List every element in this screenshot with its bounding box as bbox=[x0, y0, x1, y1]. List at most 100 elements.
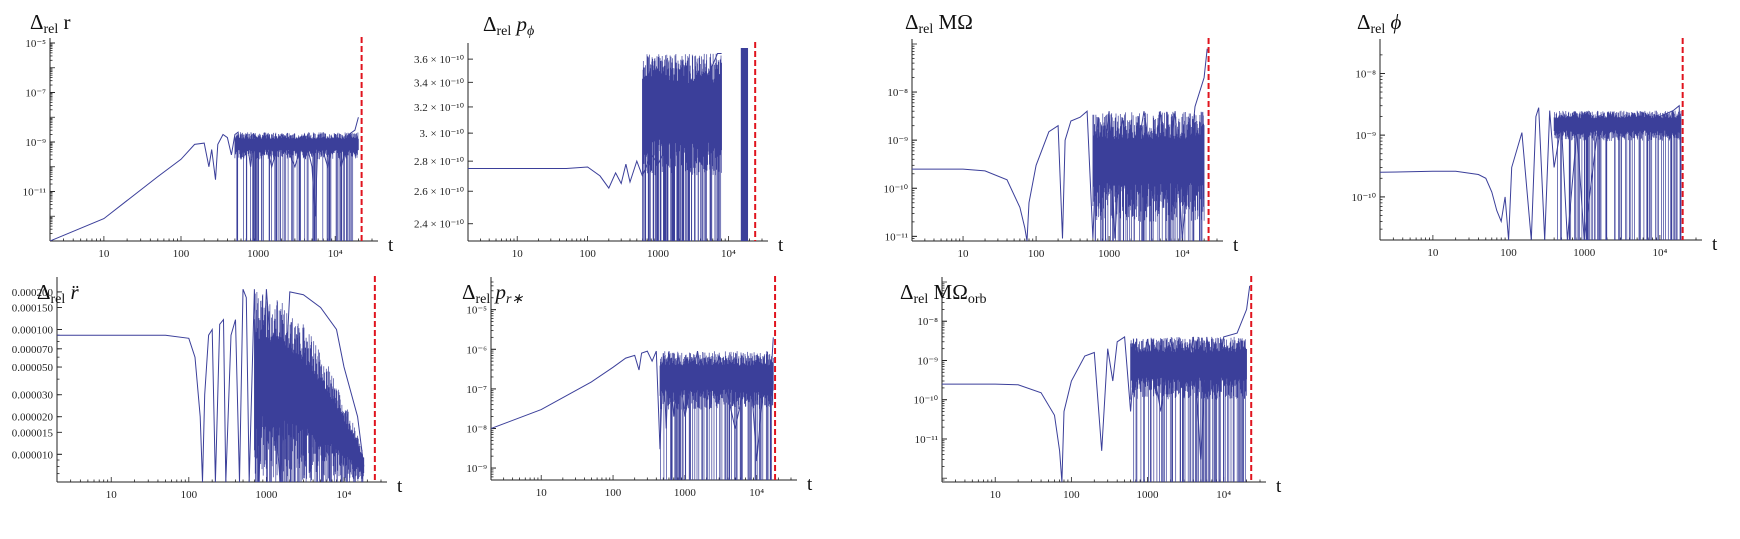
x-tick-label: 100 bbox=[579, 248, 596, 260]
y-tick-label: 10⁻⁸ bbox=[1355, 68, 1376, 80]
chart-svg-3: 10 100 1000 10⁴ t 10⁻⁸ 10⁻⁹ 10⁻¹⁰ 10⁻¹¹ bbox=[883, 38, 1239, 260]
chart-panel-5: 10 100 1000 10⁴ t 0.000200 0.000150 0.000100 0.0… bbox=[0, 270, 421, 512]
chart-title-5: Δrel r̈ bbox=[37, 280, 79, 308]
x-tick-label: 10⁴ bbox=[328, 248, 343, 260]
series-oscillation-band bbox=[1130, 336, 1247, 482]
title-variable-subscript: orb bbox=[967, 292, 987, 307]
title-delta: Δ bbox=[900, 280, 914, 304]
y-tick-label: 0.000070 bbox=[12, 344, 54, 356]
title-variable-subscript: r∗ bbox=[506, 292, 524, 307]
y-tick-label: 0.000050 bbox=[12, 362, 54, 374]
title-delta: Δ bbox=[905, 10, 919, 34]
title-variable: MΩ bbox=[933, 10, 973, 34]
chart-title-2: Δrel pϕ bbox=[483, 12, 534, 40]
y-tick-label: 3.6 × 10⁻¹⁰ bbox=[414, 54, 465, 66]
title-variable-subscript: ϕ bbox=[527, 24, 535, 39]
x-tick-label: 10 bbox=[958, 248, 970, 260]
plot-area bbox=[912, 48, 1208, 241]
x-tick-label: 100 bbox=[605, 487, 622, 499]
y-tick-label: 10⁻⁵ bbox=[466, 305, 487, 317]
series-oscillation-band bbox=[642, 53, 722, 241]
title-subscript: rel bbox=[475, 292, 491, 307]
series-oscillation-band bbox=[1553, 110, 1682, 240]
y-tick-label: 3.2 × 10⁻¹⁰ bbox=[414, 102, 465, 114]
x-tick-label: 10⁴ bbox=[1175, 248, 1190, 260]
y-tick-label: 10⁻¹¹ bbox=[23, 187, 46, 199]
x-tick-label: 1000 bbox=[1573, 247, 1596, 259]
series-oscillation-band bbox=[254, 292, 365, 482]
title-subscript: rel bbox=[43, 22, 59, 37]
chart-panel-3: 10 100 1000 10⁴ t 10⁻⁸ 10⁻⁹ 10⁻¹⁰ 10⁻¹¹ bbox=[855, 0, 1257, 271]
title-variable: MΩ bbox=[928, 280, 968, 304]
y-tick-label: 10⁻⁸ bbox=[466, 423, 487, 435]
chart-panel-7: 10 100 1000 10⁴ t 10⁻⁸ 10⁻⁹ 10⁻¹⁰ 10⁻¹¹ bbox=[860, 270, 1300, 512]
y-tick-label: 10⁻⁹ bbox=[1355, 130, 1376, 142]
y-tick-label: 10⁻⁷ bbox=[25, 88, 46, 100]
x-axis-label: t bbox=[807, 474, 813, 495]
x-tick-label: 100 bbox=[1063, 489, 1080, 501]
y-tick-label: 10⁻⁸ bbox=[887, 87, 908, 99]
y-tick-label: 10⁻¹⁰ bbox=[1351, 192, 1376, 204]
y-tick-label: 2.8 × 10⁻¹⁰ bbox=[414, 156, 465, 168]
series-oscillation-band bbox=[1092, 111, 1205, 241]
chart-svg-5: 10 100 1000 10⁴ t 0.000200 0.000150 0.000100 0.0… bbox=[12, 276, 403, 501]
y-tick-label: 10⁻⁹ bbox=[887, 135, 908, 147]
y-tick-label: 0.000010 bbox=[12, 449, 54, 461]
x-axis-label: t bbox=[1712, 234, 1718, 255]
y-tick-label: 10⁻¹¹ bbox=[885, 231, 908, 243]
x-tick-label: 100 bbox=[181, 489, 198, 501]
chart-title-3: Δrel MΩ bbox=[905, 10, 973, 38]
x-tick-label: 100 bbox=[1028, 248, 1045, 260]
chart-title-1: Δrel r bbox=[30, 10, 71, 38]
x-tick-label: 10⁴ bbox=[721, 248, 736, 260]
chart-panel-4: 10 100 1000 10⁴ t 10⁻⁸ 10⁻⁹ 10⁻¹⁰ bbox=[1325, 0, 1736, 270]
title-variable: p bbox=[490, 280, 507, 304]
y-tick-label: 10⁻⁸ bbox=[917, 316, 938, 328]
title-subscript: rel bbox=[496, 24, 512, 39]
x-axis-label: t bbox=[1276, 476, 1282, 497]
x-tick-label: 1000 bbox=[1098, 248, 1121, 260]
y-tick-label: 0.000200 bbox=[12, 287, 54, 299]
x-tick-label: 10 bbox=[1427, 247, 1439, 259]
chart-svg-4: 10 100 1000 10⁴ t 10⁻⁸ 10⁻⁹ 10⁻¹⁰ bbox=[1351, 38, 1718, 259]
title-delta: Δ bbox=[462, 280, 476, 304]
x-tick-label: 1000 bbox=[674, 487, 697, 499]
title-subscript: rel bbox=[1370, 22, 1386, 37]
plot-area bbox=[50, 117, 359, 241]
plot-area bbox=[942, 285, 1251, 482]
chart-panel-2: 10 100 1000 10⁴ t 3.6 × 10⁻¹⁰ 3.4 × 10⁻¹⁰ 3.2 ×… bbox=[410, 0, 802, 271]
title-delta: Δ bbox=[37, 280, 51, 304]
x-tick-label: 10 bbox=[990, 489, 1002, 501]
y-tick-label: 2.4 × 10⁻¹⁰ bbox=[414, 219, 465, 231]
x-tick-label: 1000 bbox=[255, 489, 278, 501]
title-subscript: rel bbox=[918, 22, 934, 37]
series-oscillation-band bbox=[234, 132, 359, 241]
title-subscript: rel bbox=[913, 292, 929, 307]
y-tick-label: 0.000100 bbox=[12, 324, 54, 336]
x-tick-label: 1000 bbox=[647, 248, 670, 260]
y-tick-label: 0.000030 bbox=[12, 390, 54, 402]
x-axis-label: t bbox=[397, 476, 403, 497]
title-variable: r̈ bbox=[65, 280, 79, 304]
chart-title-4: Δrel ϕ bbox=[1357, 10, 1401, 38]
chart-title-7: Δrel MΩorb bbox=[900, 280, 986, 308]
x-axis-label: t bbox=[778, 235, 784, 256]
series-line bbox=[57, 289, 365, 482]
y-tick-label: 3.4 × 10⁻¹⁰ bbox=[414, 77, 465, 89]
y-tick-label: 0.000150 bbox=[12, 302, 54, 314]
y-tick-label: 10⁻⁵ bbox=[25, 38, 46, 50]
x-tick-label: 10⁴ bbox=[749, 487, 764, 499]
y-tick-label: 0.000020 bbox=[12, 412, 54, 424]
x-tick-label: 1000 bbox=[247, 248, 270, 260]
title-variable: ϕ bbox=[1385, 10, 1402, 34]
chart-svg-1: 10 100 1000 10⁴ t 10⁻⁵ 10⁻⁷ 10⁻⁹ 10⁻¹¹ bbox=[23, 37, 394, 260]
plot-area bbox=[468, 48, 749, 241]
y-tick-label: 10⁻⁷ bbox=[466, 384, 487, 396]
x-tick-label: 10⁴ bbox=[1652, 247, 1667, 259]
chart-panel-6: 10 100 1000 10⁴ t 10⁻⁵ 10⁻⁶ 10⁻⁷ 10⁻⁸ 10⁻⁹ bbox=[430, 270, 831, 510]
x-tick-label: 100 bbox=[173, 248, 190, 260]
title-subscript: rel bbox=[50, 292, 66, 307]
title-variable: r bbox=[58, 10, 71, 34]
plot-area bbox=[1380, 104, 1682, 240]
title-delta: Δ bbox=[1357, 10, 1371, 34]
